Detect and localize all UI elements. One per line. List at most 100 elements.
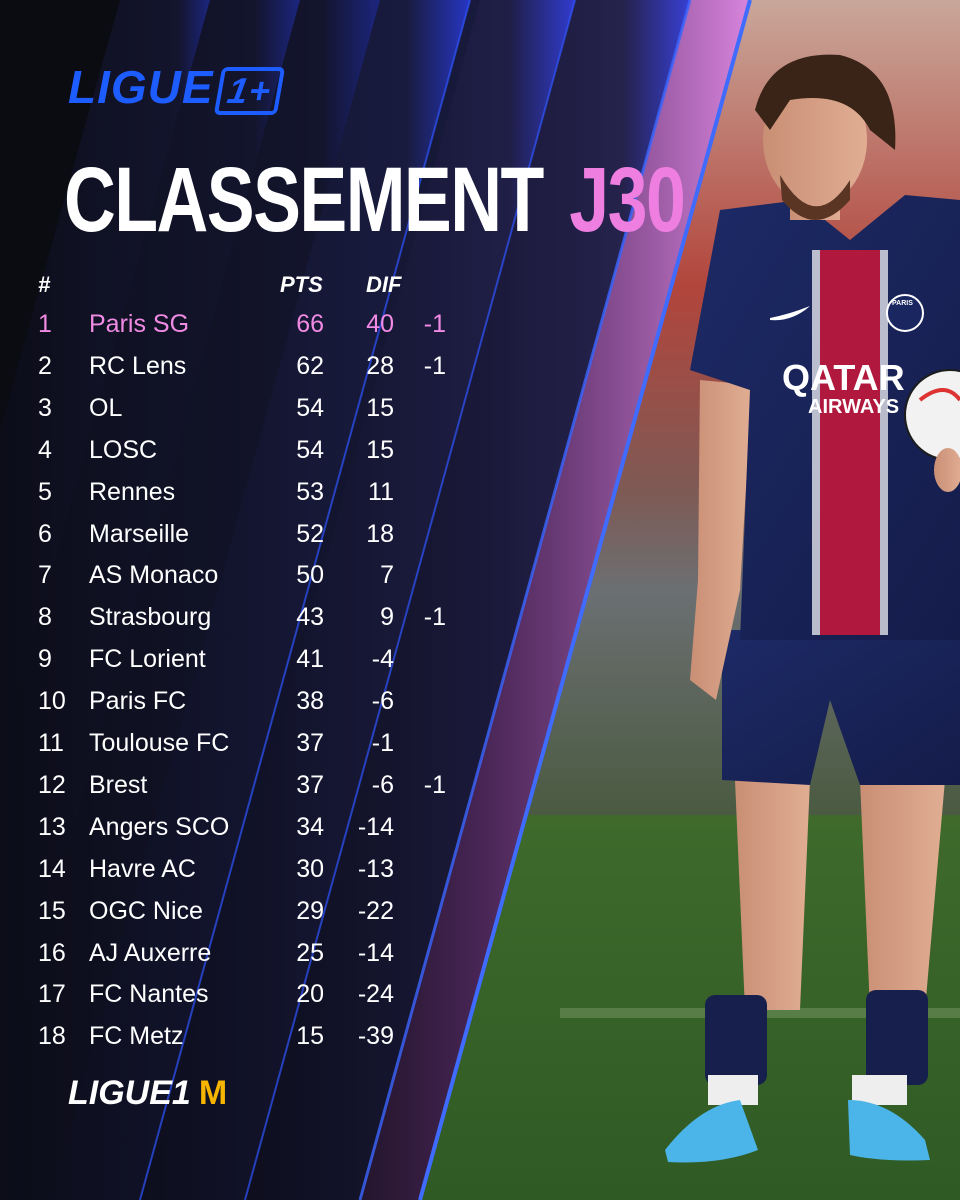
row-pts: 53 [296, 477, 324, 506]
row-dif: -39 [357, 1022, 394, 1051]
row-team: OGC Nice [89, 896, 203, 925]
row-rank: 12 [38, 770, 66, 799]
table-row: 9 FC Lorient 41 -4 [0, 641, 470, 683]
row-pts: 43 [296, 603, 324, 632]
table-row: 12 Brest 37 -6 -1 [0, 767, 470, 809]
table-row: 17 FC Nantes 20 -24 [0, 976, 470, 1018]
row-team: Angers SCO [89, 812, 230, 841]
row-rank: 16 [38, 938, 66, 967]
table-row: 3 OL 54 15 [0, 390, 470, 432]
row-dif: 7 [380, 561, 394, 590]
title-main: CLASSEMENT [64, 149, 544, 251]
ligue1-plus-badge: 1+ [213, 67, 285, 115]
row-pts: 66 [296, 310, 324, 338]
table-row: 15 OGC Nice 29 -22 [0, 893, 470, 935]
club-crest-icon [886, 294, 924, 332]
table-row: 14 Havre AC 30 -13 [0, 851, 470, 893]
row-team: Paris SG [89, 310, 190, 338]
row-dif: -6 [371, 770, 394, 799]
table-row: 2 RC Lens 62 28 -1 [0, 348, 470, 390]
row-pts: 41 [296, 645, 324, 674]
row-team: OL [89, 393, 123, 422]
row-rank: 18 [38, 1022, 66, 1051]
row-rank: 6 [38, 519, 52, 548]
row-team: Strasbourg [89, 603, 212, 632]
row-dif: -14 [357, 812, 394, 841]
row-pts: 34 [296, 812, 324, 841]
row-penalty: -1 [423, 603, 446, 632]
table-row: 4 LOSC 54 15 [0, 432, 470, 474]
row-rank: 1 [38, 310, 52, 338]
row-penalty: -1 [423, 310, 446, 338]
row-dif: -1 [371, 729, 394, 757]
row-pts: 30 [296, 854, 324, 883]
table-row: 1 Paris SG 66 40 -1 [0, 306, 470, 348]
table-row: 18 FC Metz 15 -39 [0, 1018, 470, 1060]
ligue1-mcdonalds-logo: LIGUE1 M [68, 1074, 227, 1113]
row-rank: 17 [38, 980, 66, 1009]
ligue1-logo-text: LIGUE [68, 61, 214, 113]
mcdonalds-arches-icon: M [198, 1074, 228, 1112]
row-team: Rennes [89, 477, 176, 506]
row-dif: -22 [357, 896, 394, 925]
row-team: Havre AC [89, 854, 196, 883]
row-pts: 15 [296, 1022, 324, 1051]
row-rank: 10 [38, 687, 66, 716]
row-dif: -24 [357, 980, 394, 1009]
header-pts: PTS [280, 272, 323, 297]
row-pts: 38 [296, 687, 324, 716]
row-penalty: -1 [423, 351, 446, 380]
row-pts: 62 [296, 351, 324, 380]
table-row: 11 Toulouse FC 37 -1 [0, 725, 470, 767]
row-rank: 13 [38, 812, 66, 841]
row-dif: 28 [366, 351, 394, 380]
table-row: 6 Marseille 52 18 [0, 516, 470, 558]
row-pts: 29 [296, 896, 324, 925]
table-row: 5 Rennes 53 11 [0, 474, 470, 516]
row-pts: 25 [296, 938, 324, 967]
row-team: FC Lorient [89, 645, 206, 674]
row-team: FC Metz [89, 1022, 184, 1051]
row-rank: 7 [38, 561, 52, 590]
row-team: Marseille [89, 519, 190, 548]
table-row: 7 AS Monaco 50 7 [0, 557, 470, 599]
nike-swoosh-icon [770, 306, 810, 321]
row-rank: 14 [38, 854, 66, 883]
row-team: Paris FC [89, 687, 187, 716]
header-rank: # [38, 272, 51, 297]
row-team: FC Nantes [89, 980, 209, 1009]
shirt-sponsor-line1: QATAR [782, 357, 905, 398]
row-dif: -6 [371, 687, 394, 716]
row-pts: 37 [296, 770, 324, 799]
row-dif: 15 [366, 393, 394, 422]
crest-text: PARIS [892, 300, 913, 307]
row-rank: 11 [38, 729, 64, 757]
bottom-logo-badge: 1 [171, 1074, 191, 1112]
table-row: 16 AJ Auxerre 25 -14 [0, 935, 470, 977]
row-team: AJ Auxerre [89, 938, 212, 967]
row-dif: 18 [366, 519, 394, 548]
table-row: 10 Paris FC 38 -6 [0, 683, 470, 725]
shirt-sponsor-line2: AIRWAYS [808, 396, 899, 418]
row-pts: 50 [296, 561, 324, 590]
row-pts: 52 [296, 519, 324, 548]
row-team: RC Lens [89, 351, 187, 380]
row-pts: 20 [296, 980, 324, 1009]
row-rank: 15 [38, 896, 66, 925]
table-row: 13 Angers SCO 34 -14 [0, 809, 470, 851]
row-rank: 4 [38, 435, 52, 464]
row-pts: 54 [296, 393, 324, 422]
row-team: LOSC [89, 435, 158, 464]
row-pts: 54 [296, 435, 324, 464]
row-dif: -14 [357, 938, 394, 967]
row-penalty: -1 [423, 770, 446, 799]
header-dif: DIF [366, 272, 402, 297]
ligue1-logo: LIGUE 1+ [68, 60, 285, 115]
row-dif: 15 [366, 435, 394, 464]
row-dif: 40 [366, 310, 394, 338]
row-dif: -4 [371, 645, 394, 674]
bottom-logo-text: LIGUE [68, 1074, 172, 1112]
row-team: AS Monaco [89, 561, 219, 590]
